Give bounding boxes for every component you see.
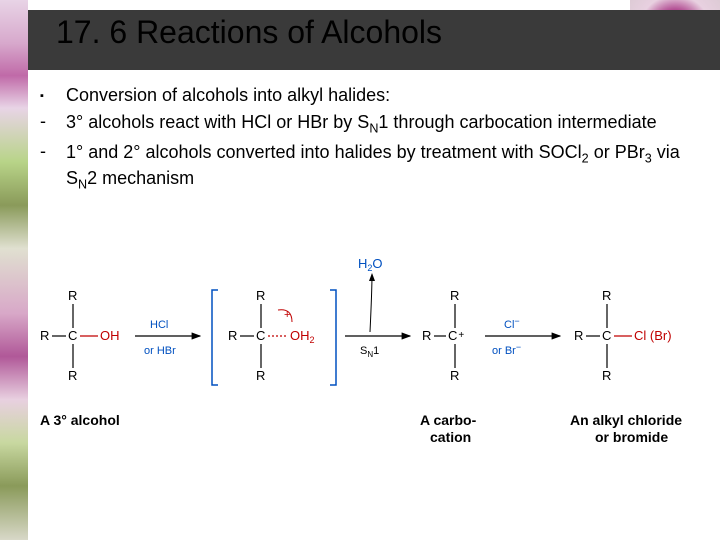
bullet-3: - 1° and 2° alcohols converted into hali… (40, 141, 700, 194)
structure-carbocation: R R R C+ (422, 288, 464, 383)
svg-text:R: R (228, 328, 237, 343)
structure-alcohol: R R R C OH (40, 288, 120, 383)
svg-text:C: C (602, 328, 611, 343)
svg-text:Cl (Br): Cl (Br) (634, 328, 672, 343)
label-carbocation-2: cation (430, 429, 471, 445)
structure-halide: R R R C Cl (Br) (574, 288, 672, 383)
svg-text:R: R (450, 288, 459, 303)
bullet-3-text: 1° and 2° alcohols converted into halide… (66, 141, 700, 194)
svg-text:R: R (602, 368, 611, 383)
svg-text:OH2: OH2 (290, 328, 315, 345)
svg-text:R: R (602, 288, 611, 303)
content-area: ▪ Conversion of alcohols into alkyl hali… (40, 84, 700, 197)
svg-text:R: R (256, 368, 265, 383)
arrow-2: SN1 (345, 274, 410, 359)
svg-text:or HBr: or HBr (144, 345, 176, 357)
svg-text:C: C (68, 328, 77, 343)
svg-text:R: R (68, 368, 77, 383)
bullet-1-text: Conversion of alcohols into alkyl halide… (66, 84, 700, 107)
reaction-diagram: H2O R R R C OH HCl or HBr R R R C + OH2 (40, 250, 700, 510)
svg-text:or Br−: or Br− (492, 342, 521, 357)
h2o-label: H2O (358, 256, 383, 273)
label-halide-2: or bromide (595, 429, 668, 445)
svg-text:C+: C+ (448, 328, 464, 343)
bullet-1: ▪ Conversion of alcohols into alkyl hali… (40, 84, 700, 107)
svg-text:OH: OH (100, 328, 120, 343)
label-alcohol: A 3° alcohol (40, 412, 120, 428)
slide-title: 17. 6 Reactions of Alcohols (56, 14, 442, 51)
svg-text:R: R (450, 368, 459, 383)
svg-text:Cl−: Cl− (504, 316, 520, 331)
svg-text:R: R (40, 328, 49, 343)
svg-text:R: R (68, 288, 77, 303)
svg-text:C: C (256, 328, 265, 343)
svg-text:HCl: HCl (150, 319, 168, 331)
svg-text:R: R (422, 328, 431, 343)
svg-text:SN1: SN1 (360, 345, 379, 359)
bullet-2: - 3° alcohols react with HCl or HBr by S… (40, 111, 700, 137)
svg-text:R: R (256, 288, 265, 303)
arrow-1: HCl or HBr (135, 319, 200, 357)
decorative-left-strip (0, 0, 28, 540)
bullet-2-text: 3° alcohols react with HCl or HBr by SN1… (66, 111, 700, 137)
label-halide-1: An alkyl chloride (570, 412, 682, 428)
bullet-2-marker: - (40, 111, 66, 132)
arrow-3: Cl− or Br− (485, 316, 560, 357)
structure-protonated: R R R C + OH2 (212, 288, 336, 385)
label-carbocation-1: A carbo- (420, 412, 477, 428)
bullet-3-marker: - (40, 141, 66, 162)
svg-text:R: R (574, 328, 583, 343)
bullet-1-marker: ▪ (40, 84, 66, 102)
